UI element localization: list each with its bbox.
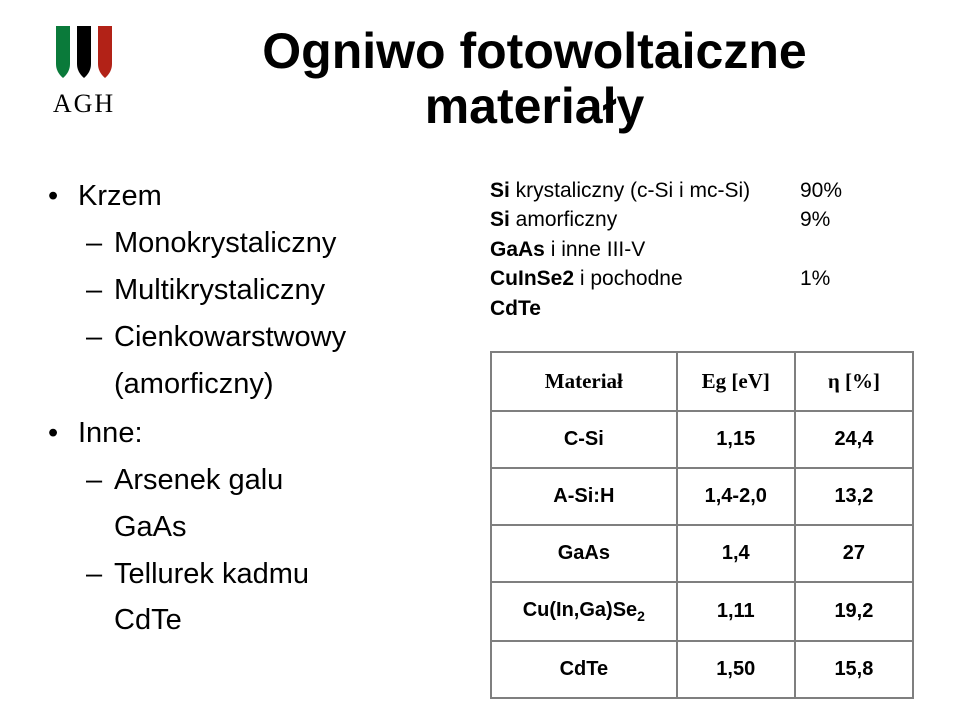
share-line-pct: 9% <box>800 205 830 234</box>
cell-eta: 13,2 <box>795 468 913 525</box>
materials-table-wrap: Materiał Eg [eV] η [%] C-Si1,1524,4A-Si:… <box>490 351 917 699</box>
table-row: GaAs1,427 <box>491 525 913 582</box>
share-line: GaAs i inne III-V <box>490 235 917 264</box>
share-line-label: CdTe <box>490 294 800 323</box>
cell-eg: 1,11 <box>677 582 795 641</box>
sub-list: MonokrystalicznyMultikrystalicznyCienkow… <box>78 221 472 407</box>
cell-material: CdTe <box>491 641 677 698</box>
cell-eta: 19,2 <box>795 582 913 641</box>
table-header-row: Materiał Eg [eV] η [%] <box>491 352 913 411</box>
cell-eta: 15,8 <box>795 641 913 698</box>
th-eg: Eg [eV] <box>677 352 795 411</box>
table-row: CdTe1,5015,8 <box>491 641 913 698</box>
bullet-item: Inne: Arsenek galuGaAsTellurek kadmuCdTe <box>42 411 472 644</box>
table-row: Cu(In,Ga)Se21,1119,2 <box>491 582 913 641</box>
cell-eg: 1,50 <box>677 641 795 698</box>
th-material: Materiał <box>491 352 677 411</box>
share-line-label: Si krystaliczny (c-Si i mc-Si) <box>490 176 800 205</box>
cell-eg: 1,4-2,0 <box>677 468 795 525</box>
share-line: Si amorficzny9% <box>490 205 917 234</box>
share-line-pct: 1% <box>800 264 830 293</box>
sub-item: Cienkowarstwowy <box>78 315 472 360</box>
bullet-label: Inne: <box>78 417 143 449</box>
sub-item: (amorficzny) <box>78 362 472 407</box>
agh-logo: AGH <box>38 24 130 119</box>
sub-list: Arsenek galuGaAsTellurek kadmuCdTe <box>78 458 472 644</box>
right-column: Si krystaliczny (c-Si i mc-Si)90%Si amor… <box>490 174 917 699</box>
sub-item: Multikrystaliczny <box>78 268 472 313</box>
cell-eta: 27 <box>795 525 913 582</box>
materials-table: Materiał Eg [eV] η [%] C-Si1,1524,4A-Si:… <box>490 351 914 699</box>
cell-material: A-Si:H <box>491 468 677 525</box>
cell-material: Cu(In,Ga)Se2 <box>491 582 677 641</box>
sub-item: GaAs <box>78 505 472 550</box>
bullet-item: Krzem MonokrystalicznyMultikrystalicznyCi… <box>42 174 472 407</box>
left-column: Krzem MonokrystalicznyMultikrystalicznyCi… <box>42 174 472 699</box>
cell-eta: 24,4 <box>795 411 913 468</box>
material-share-lines: Si krystaliczny (c-Si i mc-Si)90%Si amor… <box>490 176 917 323</box>
sub-item: Arsenek galu <box>78 458 472 503</box>
share-line-label: CuInSe2 i pochodne <box>490 264 800 293</box>
sub-item: Monokrystaliczny <box>78 221 472 266</box>
cell-material: C-Si <box>491 411 677 468</box>
share-line-label: GaAs i inne III-V <box>490 235 800 264</box>
slide: AGH Ogniwo fotowoltaiczne materiały Krze… <box>0 0 959 701</box>
cell-eg: 1,15 <box>677 411 795 468</box>
sub-item: CdTe <box>78 598 472 643</box>
agh-logo-text: AGH <box>38 89 130 119</box>
share-line: CdTe <box>490 294 917 323</box>
bullet-label: Krzem <box>78 180 162 212</box>
share-line: CuInSe2 i pochodne1% <box>490 264 917 293</box>
share-line-label: Si amorficzny <box>490 205 800 234</box>
cell-eg: 1,4 <box>677 525 795 582</box>
table-row: A-Si:H1,4-2,013,2 <box>491 468 913 525</box>
content-area: Krzem MonokrystalicznyMultikrystalicznyCi… <box>42 174 917 699</box>
slide-title: Ogniwo fotowoltaiczne materiały <box>152 24 917 134</box>
share-line-pct: 90% <box>800 176 842 205</box>
bullet-list: Krzem MonokrystalicznyMultikrystalicznyCi… <box>42 174 472 643</box>
th-eta: η [%] <box>795 352 913 411</box>
agh-shield-icon <box>52 24 116 82</box>
cell-material: GaAs <box>491 525 677 582</box>
share-line: Si krystaliczny (c-Si i mc-Si)90% <box>490 176 917 205</box>
sub-item: Tellurek kadmu <box>78 552 472 597</box>
table-row: C-Si1,1524,4 <box>491 411 913 468</box>
title-line-2: materiały <box>152 79 917 134</box>
title-line-1: Ogniwo fotowoltaiczne <box>152 24 917 79</box>
